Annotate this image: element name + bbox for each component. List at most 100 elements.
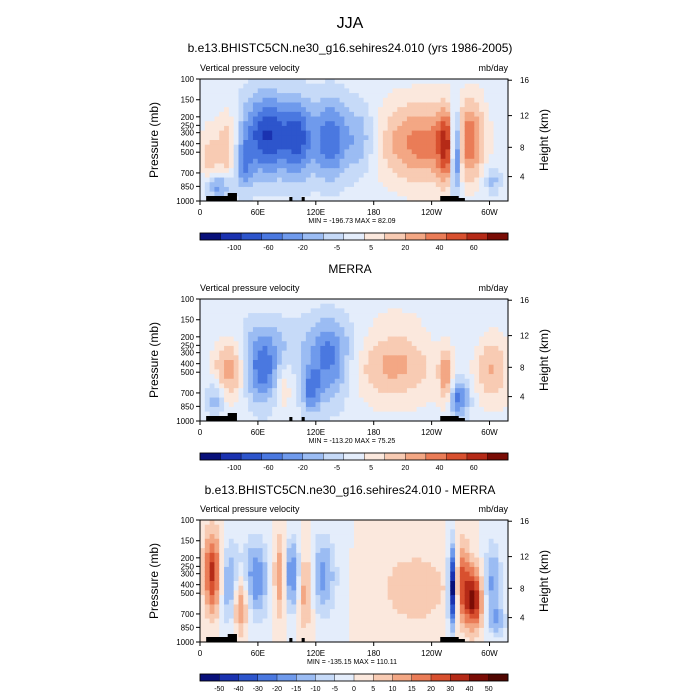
field-cell <box>402 350 408 356</box>
field-cell <box>267 182 273 188</box>
field-cell <box>310 599 317 606</box>
field-cell <box>262 590 268 596</box>
field-cell <box>291 571 297 577</box>
field-cell <box>392 397 398 403</box>
field-cell <box>281 364 288 370</box>
field-cell <box>358 374 365 380</box>
field-cell <box>320 392 326 399</box>
field-cell <box>267 557 273 563</box>
field-cell <box>272 388 278 394</box>
field-cell <box>469 411 475 417</box>
field-cell <box>224 135 230 141</box>
field-cell <box>450 618 456 624</box>
field-cell <box>450 562 456 568</box>
field-cell <box>286 383 293 389</box>
field-cell <box>402 93 408 99</box>
field-cell <box>435 102 442 108</box>
field-cell <box>286 317 293 324</box>
field-cell <box>363 125 370 132</box>
field-cell <box>426 345 432 352</box>
field-cell <box>219 191 225 197</box>
field-cell <box>238 102 244 108</box>
field-cell <box>378 623 384 629</box>
field-cell <box>382 327 389 333</box>
field-cell <box>277 383 283 389</box>
field-cell <box>224 355 230 361</box>
panel-units-label: mb/day <box>478 504 508 514</box>
field-cell <box>209 149 216 155</box>
field-cell <box>315 581 321 587</box>
field-cell <box>368 529 374 535</box>
field-cell <box>291 383 297 389</box>
field-cell <box>483 345 490 352</box>
field-cell <box>416 406 422 413</box>
field-cell <box>214 374 220 380</box>
field-cell <box>435 595 442 601</box>
field-cell <box>310 369 317 375</box>
field-cell <box>440 322 447 328</box>
field-cell <box>421 182 427 188</box>
field-cell <box>291 557 297 563</box>
field-cell <box>262 374 268 380</box>
field-cell <box>315 191 321 197</box>
field-cell <box>344 172 350 179</box>
field-cell <box>219 111 225 118</box>
field-cell <box>291 121 297 127</box>
field-cell <box>406 172 413 179</box>
field-cell <box>459 345 466 352</box>
field-cell <box>358 322 365 328</box>
field-cell <box>464 392 471 399</box>
field-cell <box>238 562 244 568</box>
field-cell <box>301 130 307 136</box>
field-cell <box>228 374 235 380</box>
field-cell <box>248 303 254 309</box>
field-cell <box>450 576 456 582</box>
field-cell <box>503 369 509 375</box>
field-cell <box>349 313 355 319</box>
field-cell <box>392 627 398 634</box>
field-cell <box>228 604 235 610</box>
field-cell <box>392 97 398 104</box>
field-cell <box>200 168 206 174</box>
colorbar-swatch <box>261 232 283 241</box>
field-cell <box>382 637 389 643</box>
field-cell <box>411 345 418 352</box>
field-cell <box>378 374 384 380</box>
field-cell <box>219 599 225 606</box>
field-cell <box>426 350 432 356</box>
field-cell <box>416 595 422 601</box>
field-cell <box>488 369 495 375</box>
field-cell <box>291 140 297 146</box>
field-cell <box>368 406 374 413</box>
field-cell <box>248 623 254 629</box>
field-cell <box>281 317 288 324</box>
field-cell <box>426 135 432 141</box>
field-cell <box>503 182 509 188</box>
field-cell <box>224 383 230 389</box>
field-cell <box>320 581 326 587</box>
field-cell <box>339 121 345 127</box>
field-cell <box>252 350 259 356</box>
field-cell <box>416 355 422 361</box>
field-cell <box>459 331 466 338</box>
field-cell <box>411 604 418 610</box>
field-cell <box>450 388 456 394</box>
field-cell <box>382 168 389 174</box>
field-cell <box>406 397 413 403</box>
field-cell <box>378 388 384 394</box>
field-cell <box>459 369 466 375</box>
field-cell <box>204 562 211 568</box>
field-cell <box>228 360 235 366</box>
field-cell <box>257 168 264 174</box>
field-cell <box>459 538 466 545</box>
field-cell <box>435 186 442 193</box>
field-cell <box>435 331 442 338</box>
field-cell <box>315 360 321 366</box>
field-cell <box>426 562 432 568</box>
field-cell <box>209 397 216 403</box>
field-cell <box>262 534 268 540</box>
field-cell <box>358 186 365 193</box>
field-cell <box>464 576 471 582</box>
field-cell <box>469 327 475 333</box>
field-cell <box>344 632 350 638</box>
